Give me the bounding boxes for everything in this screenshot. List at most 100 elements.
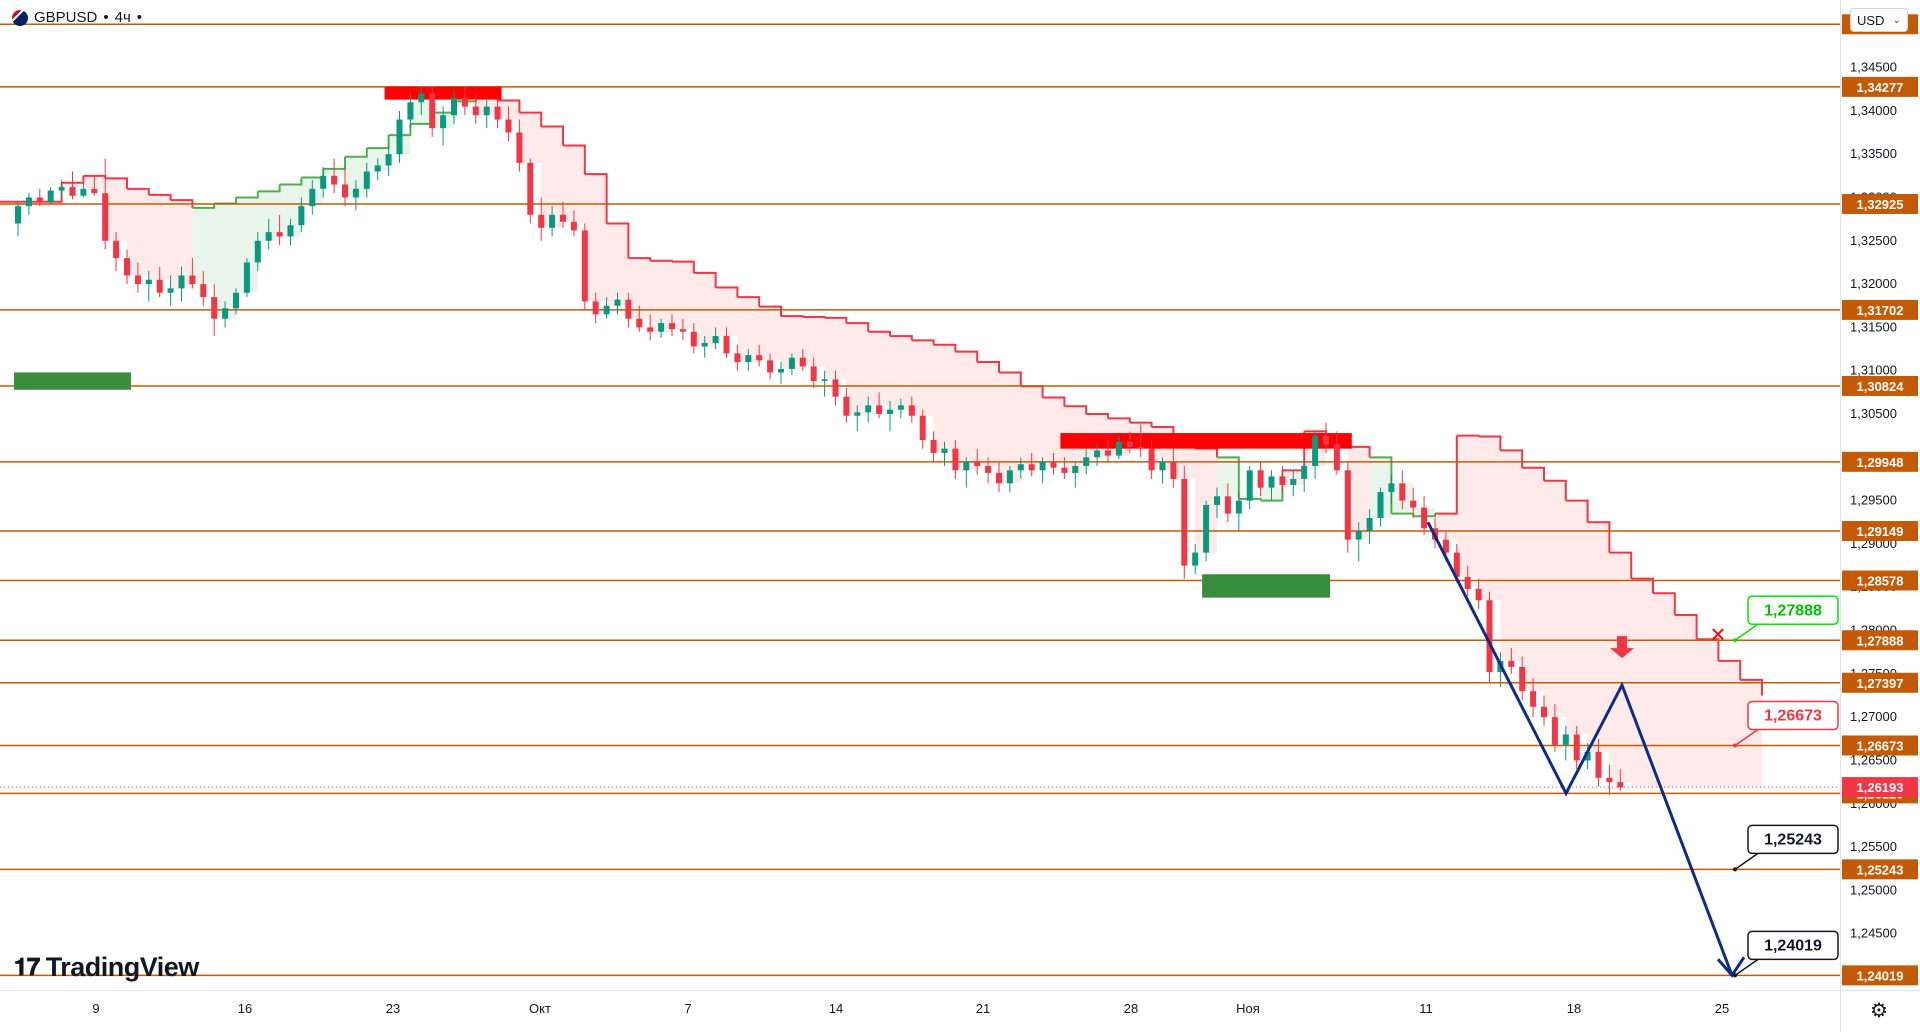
candle-body xyxy=(156,279,163,293)
level-price-tag[interactable] xyxy=(1842,965,1918,986)
candle-body xyxy=(701,342,708,347)
stop-line-segment xyxy=(497,99,521,113)
stop-fill xyxy=(127,188,149,276)
callout-box[interactable] xyxy=(1747,930,1839,961)
stop-line-segment xyxy=(1631,577,1654,594)
stop-line-segment xyxy=(1435,435,1458,515)
chevron-down-icon: ⌄ xyxy=(1892,14,1901,26)
stop-line-segment xyxy=(824,316,848,324)
candle-body xyxy=(669,323,675,330)
candle-body xyxy=(985,465,992,473)
candle-body xyxy=(1530,691,1537,707)
dot-separator: • xyxy=(103,9,109,26)
level-price-tag[interactable] xyxy=(1842,859,1918,880)
callout-label: 1,24019 xyxy=(1764,937,1822,954)
green-zone[interactable] xyxy=(1202,574,1330,598)
candle-body xyxy=(451,97,457,116)
stop-line-segment xyxy=(781,315,804,318)
x-tick-label: 25 xyxy=(1715,1001,1729,1016)
chart-area[interactable] xyxy=(0,0,1840,990)
candle-body xyxy=(658,323,665,332)
projection-path[interactable] xyxy=(1426,521,1734,976)
stop-line-segment xyxy=(1086,413,1109,419)
candle-body xyxy=(1399,483,1406,501)
price-axis[interactable] xyxy=(1840,0,1920,990)
stop-line-segment xyxy=(846,322,870,332)
dot-separator: • xyxy=(136,9,143,26)
stop-line-segment xyxy=(868,330,891,337)
stop-fill xyxy=(999,372,1021,484)
candle-body xyxy=(243,262,250,293)
y-tick-label: 1,29500 xyxy=(1850,493,1897,508)
stop-line-segment xyxy=(148,193,172,201)
x-tick-label: 7 xyxy=(684,1001,691,1016)
symbol-name: GBPUSD xyxy=(34,9,98,26)
callout-box[interactable] xyxy=(1747,595,1839,626)
level-price-label: 1,27888 xyxy=(1857,633,1904,648)
red-zone[interactable] xyxy=(384,86,502,100)
stop-line-segment xyxy=(737,296,761,307)
candle-body xyxy=(1181,478,1188,566)
candle-body xyxy=(69,187,76,196)
candle-body xyxy=(298,206,305,226)
candle-body xyxy=(80,188,87,196)
candle-body xyxy=(342,184,348,198)
candle-body xyxy=(1453,552,1460,577)
callout-box[interactable] xyxy=(1747,824,1839,855)
projection-arrow-head xyxy=(1716,956,1746,978)
level-price-tag[interactable] xyxy=(1842,672,1918,693)
level-price-tag[interactable] xyxy=(1842,299,1918,320)
callout-box[interactable] xyxy=(1747,700,1839,731)
green-zone[interactable] xyxy=(14,372,131,390)
uk-us-flag-icon xyxy=(12,9,28,26)
red-zone[interactable] xyxy=(1060,433,1352,449)
level-price-tag[interactable] xyxy=(1842,735,1918,756)
y-tick-label: 1,30500 xyxy=(1850,406,1897,421)
candle-body xyxy=(1126,441,1133,447)
symbol-title[interactable]: GBPUSD • 4ч • xyxy=(12,9,142,26)
stop-fill xyxy=(148,194,171,280)
candle-body xyxy=(1388,483,1395,492)
candle-body xyxy=(1377,491,1384,518)
candle-body xyxy=(320,175,327,189)
level-price-tag[interactable] xyxy=(1842,375,1918,396)
time-axis[interactable] xyxy=(0,990,1840,1032)
candle-body xyxy=(233,292,239,309)
level-price-tag[interactable] xyxy=(1842,570,1918,591)
level-price-tag[interactable] xyxy=(1842,521,1918,542)
tradingview-logo[interactable]: 𝟏𝟕 TradingView xyxy=(14,952,199,983)
level-price-tag[interactable] xyxy=(1842,630,1918,651)
callout-label: 1,26673 xyxy=(1764,707,1822,724)
stop-line-segment xyxy=(584,173,608,224)
stop-line-segment xyxy=(192,203,216,209)
y-tick-label: 1,25000 xyxy=(1850,882,1897,897)
stop-fill xyxy=(1347,446,1370,540)
level-price-tag[interactable] xyxy=(1842,451,1918,472)
level-price-tag[interactable] xyxy=(1842,76,1918,97)
candle-body xyxy=(287,225,294,237)
stop-line-segment xyxy=(715,286,739,298)
candle-body xyxy=(309,188,316,207)
current-price-tag[interactable] xyxy=(1842,777,1918,798)
stop-line-segment xyxy=(1740,678,1763,696)
candle-body xyxy=(865,405,872,413)
candle-body xyxy=(91,188,98,194)
candle-body xyxy=(843,396,850,416)
level-price-tag[interactable] xyxy=(1842,193,1918,214)
stop-line-segment xyxy=(955,350,979,363)
stop-fill xyxy=(1456,435,1479,577)
currency-select[interactable]: USD ⌄ xyxy=(1850,8,1908,32)
candle-body xyxy=(854,412,861,416)
gear-icon[interactable]: ⚙ xyxy=(1870,1000,1888,1022)
stop-fill xyxy=(1674,614,1697,788)
candle-body xyxy=(1290,478,1297,486)
x-tick-label: 11 xyxy=(1419,1001,1433,1016)
candle-body xyxy=(1355,530,1362,540)
candle-body xyxy=(331,175,338,185)
stop-fill xyxy=(279,184,302,237)
stop-line-segment xyxy=(105,177,128,189)
candle-body xyxy=(1606,777,1613,783)
stop-fill xyxy=(1217,457,1239,497)
candle-body xyxy=(1486,600,1493,673)
stop-line-segment xyxy=(279,177,303,186)
